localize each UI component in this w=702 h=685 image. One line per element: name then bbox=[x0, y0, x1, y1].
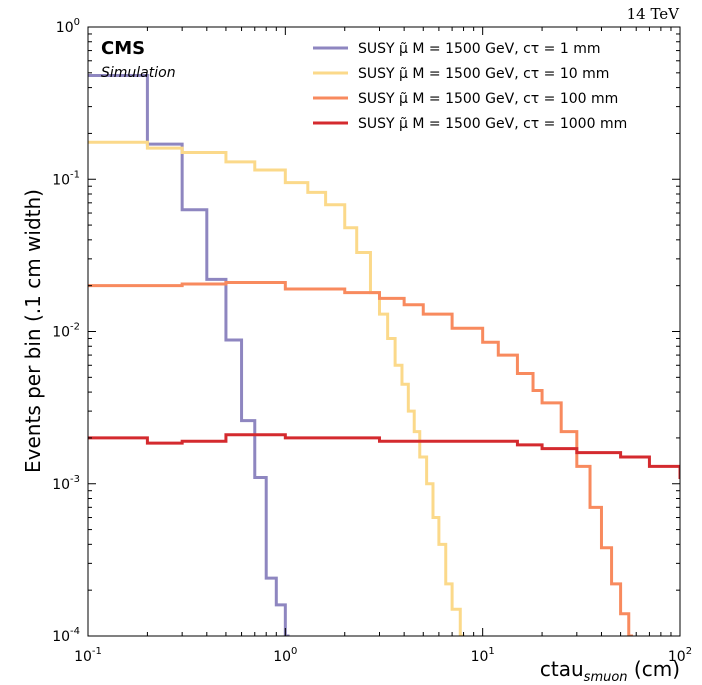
series-line-1 bbox=[88, 74, 290, 636]
tick-layer: 10-1 100 101 102 10-4 10-3 10-2 10-1 100 bbox=[52, 17, 692, 665]
y-axis-label: Events per bin (.1 cm width) bbox=[21, 189, 45, 473]
x-tick-label: 100 bbox=[273, 646, 297, 665]
x-axis-label: ctausmuon (cm) bbox=[540, 657, 680, 685]
energy-label: 14 TeV bbox=[627, 5, 681, 23]
experiment-label: CMS bbox=[101, 38, 145, 59]
x-axis-label-sub: smuon bbox=[584, 670, 628, 685]
series-line-4 bbox=[88, 433, 680, 479]
x-axis-label-unit: (cm) bbox=[634, 657, 680, 681]
series-layer bbox=[88, 74, 680, 636]
legend-label-4: SUSY μ̃ M = 1500 GeV, cτ = 1000 mm bbox=[358, 116, 627, 132]
legend-label-1: SUSY μ̃ M = 1500 GeV, cτ = 1 mm bbox=[358, 41, 601, 57]
legend-label-2: SUSY μ̃ M = 1500 GeV, cτ = 10 mm bbox=[358, 66, 609, 82]
y-tick-label: 100 bbox=[56, 17, 80, 36]
y-tick-label: 10-4 bbox=[52, 626, 80, 645]
series-line-2 bbox=[88, 140, 465, 636]
x-tick-label: 102 bbox=[668, 646, 692, 665]
y-tick-label: 10-1 bbox=[52, 169, 80, 188]
x-tick-label: 101 bbox=[471, 646, 495, 665]
y-tick-label: 10-2 bbox=[52, 322, 80, 341]
x-axis-label-main: ctau bbox=[540, 657, 584, 681]
y-tick-label: 10-3 bbox=[52, 474, 80, 493]
experiment-sublabel: Simulation bbox=[101, 65, 176, 81]
legend: SUSY μ̃ M = 1500 GeV, cτ = 1 mm SUSY μ̃ M… bbox=[313, 41, 627, 132]
legend-label-3: SUSY μ̃ M = 1500 GeV, cτ = 100 mm bbox=[358, 91, 618, 107]
series-line-3 bbox=[88, 280, 633, 636]
x-tick-label: 10-1 bbox=[74, 646, 102, 665]
